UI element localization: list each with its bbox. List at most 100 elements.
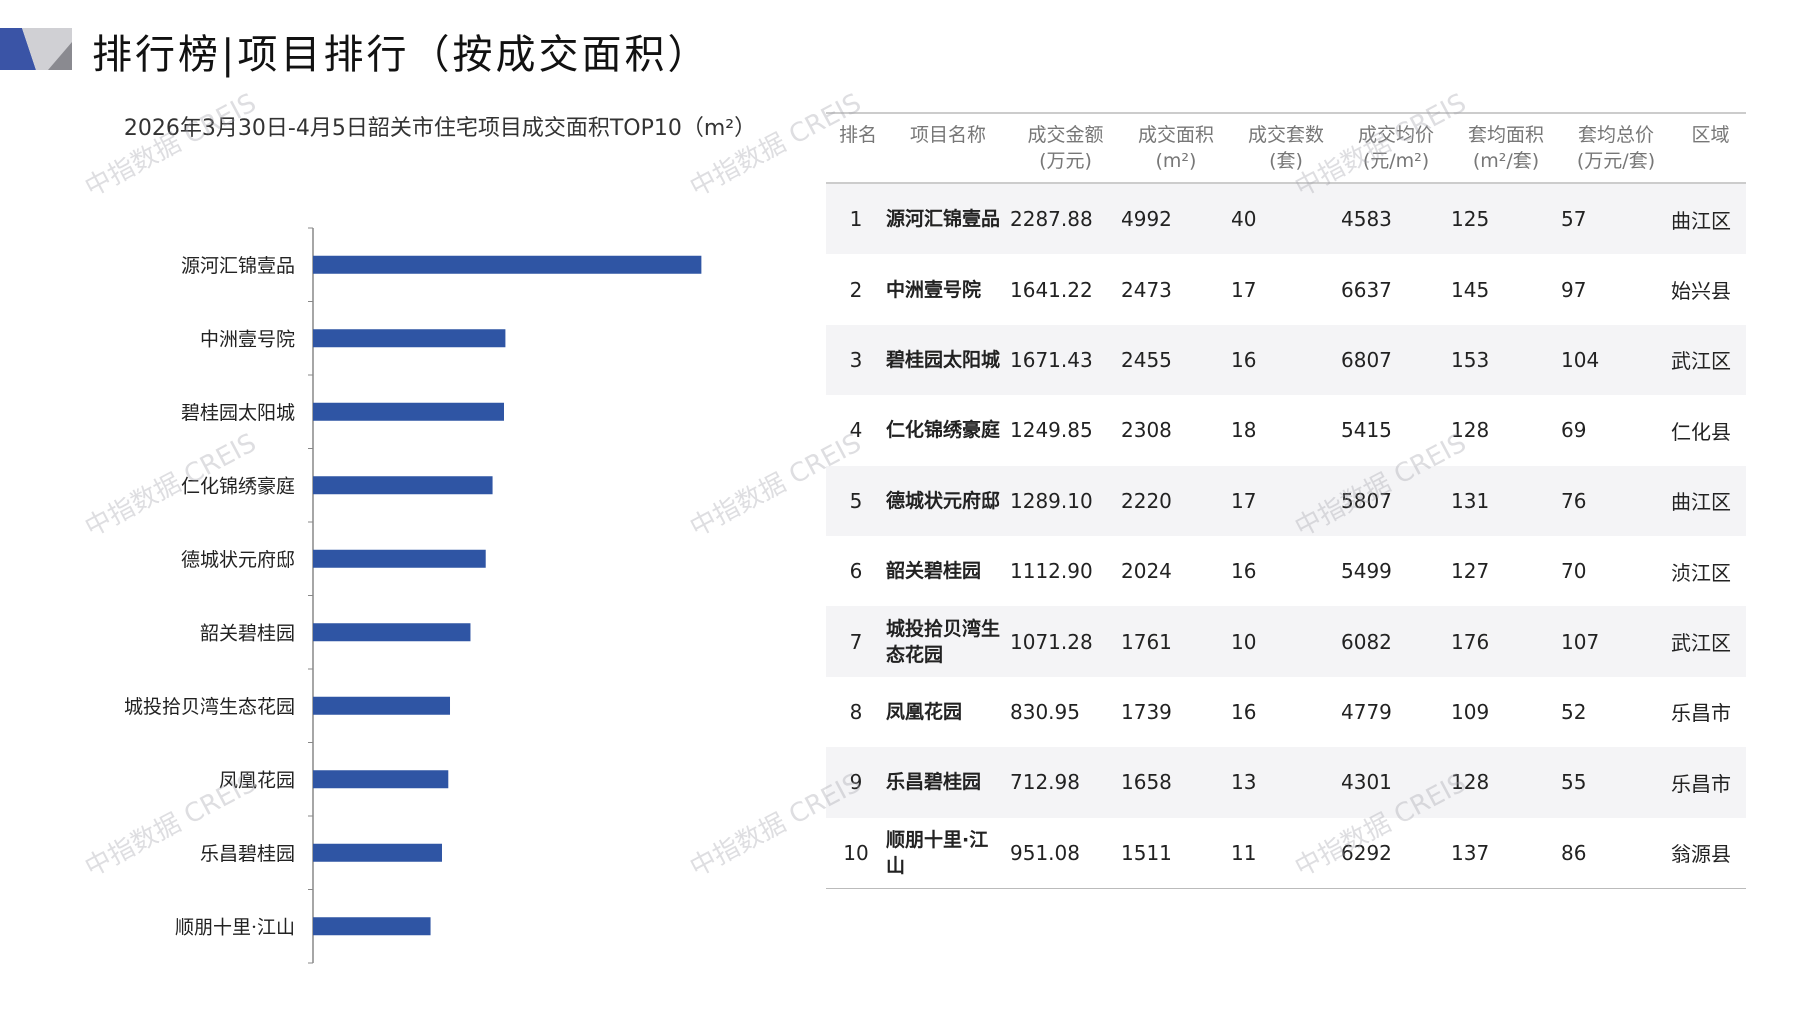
table-cell: 1658 — [1121, 770, 1172, 795]
table-cell: 104 — [1561, 347, 1600, 372]
column-header-line2: (套) — [1269, 150, 1303, 172]
table-cell: 2220 — [1121, 488, 1172, 513]
table-cell: 16 — [1231, 699, 1257, 724]
table-cell: 11 — [1231, 840, 1257, 865]
column-header-line1: 成交套数 — [1247, 124, 1324, 146]
table-cell: 712.98 — [1010, 770, 1080, 795]
category-label: 城投拾贝湾生态花园 — [124, 696, 295, 718]
bar — [313, 770, 449, 789]
table-cell: 仁化锦绣豪庭 — [886, 419, 1001, 442]
table-cell: 1761 — [1121, 629, 1172, 654]
table-cell: 5415 — [1341, 418, 1392, 443]
column-header-line1: 项目名称 — [909, 124, 986, 146]
column-header-line2: (m²) — [1155, 150, 1197, 172]
table-cell: 4583 — [1341, 207, 1392, 232]
table-cell: 4 — [849, 418, 863, 443]
column-header-line2 — [1707, 150, 1711, 172]
table-row: 7 城投拾贝湾生态花园 1071.28 1761 10 6082 176 107 武江区 — [826, 606, 1746, 677]
table-cell: 137 — [1451, 840, 1490, 865]
table-row: 8 凤凰花园 830.95 1739 16 4779 109 52 乐昌市 — [826, 677, 1746, 747]
table-cell: 5499 — [1341, 559, 1392, 584]
table-cell: 5 — [849, 488, 863, 513]
category-label: 韶关碧桂园 — [200, 622, 295, 644]
category-label: 源河汇锦壹品 — [181, 255, 295, 277]
table-cell: 57 — [1561, 207, 1587, 232]
table-cell: 830.95 — [1010, 699, 1080, 724]
column-header-line2 — [944, 150, 948, 172]
table-cell: 乐昌碧桂园 — [886, 771, 982, 794]
table-cell: 4992 — [1121, 207, 1172, 232]
page-title: 排行榜|项目排行（按成交面积） — [92, 32, 711, 78]
bar — [313, 402, 504, 421]
bar — [313, 623, 471, 642]
column-header: 排名 — [826, 122, 882, 174]
table-cell: 乐昌市 — [1671, 771, 1731, 796]
column-header-line1: 套均总价 — [1577, 124, 1654, 146]
column-header: 套均面积 (m²/套) — [1447, 122, 1557, 174]
bar-chart: 源河汇锦壹品中洲壹号院碧桂园太阳城仁化锦绣豪庭德城状元府邸韶关碧桂园城投拾贝湾生… — [124, 227, 702, 964]
table-cell: 6 — [849, 559, 863, 584]
bar — [313, 696, 451, 715]
table-row: 2 中洲壹号院 1641.22 2473 17 6637 145 97 始兴县 — [826, 254, 1746, 324]
column-header-line2: (万元) — [1039, 150, 1092, 172]
table-cell: 125 — [1451, 207, 1490, 232]
table-cell: 1249.85 — [1010, 418, 1093, 443]
column-header-line1: 排名 — [838, 124, 877, 146]
table-cell: 128 — [1451, 418, 1490, 443]
category-label: 凤凰花园 — [219, 769, 295, 791]
table-cell: 70 — [1561, 559, 1587, 584]
table-cell: 17 — [1231, 277, 1257, 302]
column-header: 套均总价 (万元/套) — [1557, 122, 1667, 174]
table-cell: 52 — [1561, 699, 1587, 724]
table-cell: 55 — [1561, 770, 1587, 795]
table-row: 4 仁化锦绣豪庭 1249.85 2308 18 5415 128 69 仁化县 — [826, 395, 1746, 465]
table-cell: 4301 — [1341, 770, 1392, 795]
table-cell: 13 — [1231, 770, 1257, 795]
category-label: 中洲壹号院 — [200, 328, 295, 350]
table-cell: 1739 — [1121, 699, 1172, 724]
table-cell: 153 — [1451, 347, 1490, 372]
table-cell: 浈江区 — [1671, 560, 1731, 585]
table-row: 9 乐昌碧桂园 712.98 1658 13 4301 128 55 乐昌市 — [826, 747, 1746, 818]
table-cell: 始兴县 — [1671, 279, 1731, 304]
table-cell: 2455 — [1121, 347, 1172, 372]
category-label: 顺朋十里·江山 — [175, 916, 295, 938]
table-row: 5 德城状元府邸 1289.10 2220 17 5807 131 76 曲江区 — [826, 465, 1746, 536]
table-cell: 乐昌市 — [1671, 701, 1731, 726]
table-cell: 2 — [849, 277, 863, 302]
table-cell: 16 — [1231, 347, 1257, 372]
bar — [313, 917, 431, 936]
category-label: 乐昌碧桂园 — [200, 843, 295, 865]
table-cell: 中洲壹号院 — [886, 278, 982, 301]
table-cell: 2287.88 — [1010, 207, 1093, 232]
table-cell: 16 — [1231, 559, 1257, 584]
table-cell: 97 — [1561, 277, 1587, 302]
table-row: 6 韶关碧桂园 1112.90 2024 16 5499 127 70 浈江区 — [826, 536, 1746, 606]
table-row: 10 顺朋十里·江山 951.08 1511 11 6292 137 86 翁源县 — [826, 818, 1746, 888]
table-cell: 4779 — [1341, 699, 1392, 724]
category-label: 德城状元府邸 — [181, 549, 295, 571]
column-header-line2: (万元/套) — [1576, 150, 1656, 172]
column-header: 成交金额 (万元) — [1006, 122, 1117, 174]
ranking-table: 排名 项目名称 成交金额 (万元) 成交面积 (m²) 成交套数 (套) 成交均价 (元/m²) 套… — [826, 112, 1746, 889]
logo — [0, 28, 72, 70]
table-cell: 40 — [1231, 207, 1257, 232]
column-header: 成交均价 (元/m²) — [1337, 122, 1447, 174]
table-cell: 城投拾贝湾生态花园 — [886, 617, 1001, 666]
table-cell: 128 — [1451, 770, 1490, 795]
category-label: 仁化锦绣豪庭 — [181, 475, 295, 497]
column-header-line1: 成交金额 — [1027, 124, 1104, 146]
table-cell: 69 — [1561, 418, 1587, 443]
table-cell: 5807 — [1341, 488, 1392, 513]
table-cell: 1671.43 — [1010, 347, 1093, 372]
table-cell: 18 — [1231, 418, 1257, 443]
table-cell: 碧桂园太阳城 — [886, 348, 1001, 371]
column-header-line2 — [854, 150, 858, 172]
column-header-line1: 套均面积 — [1467, 124, 1544, 146]
table-cell: 7 — [849, 629, 863, 654]
table-cell: 曲江区 — [1671, 490, 1731, 515]
table-cell: 6292 — [1341, 840, 1392, 865]
column-header-line2: (元/m²) — [1362, 150, 1430, 172]
table-cell: 2473 — [1121, 277, 1172, 302]
table-cell: 10 — [1231, 629, 1257, 654]
